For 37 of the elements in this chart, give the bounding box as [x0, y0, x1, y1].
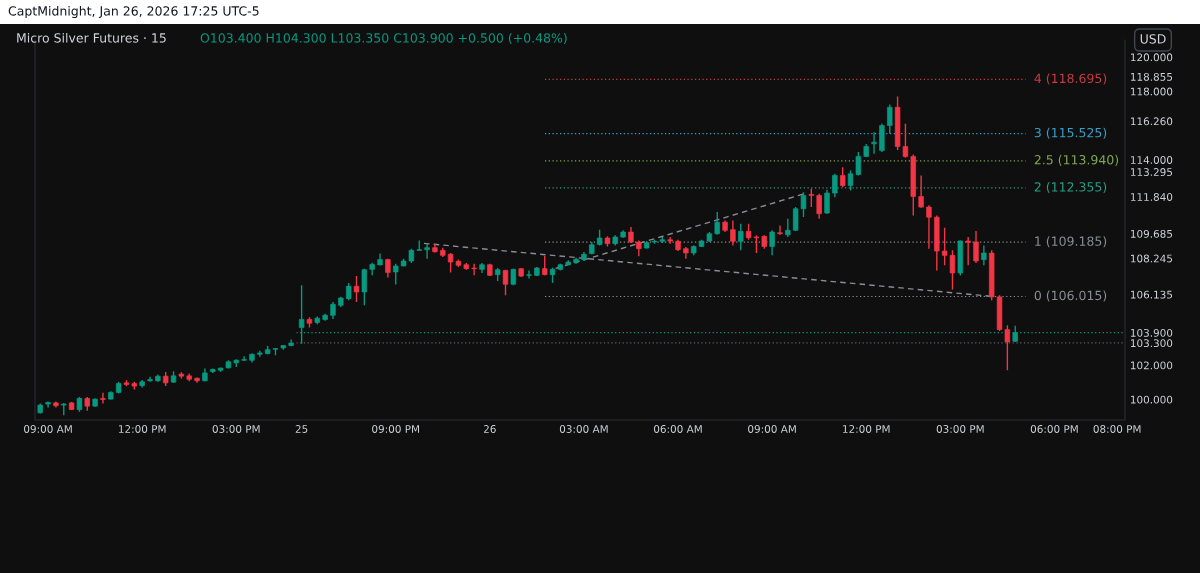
y-tick-label: 102.000: [1131, 361, 1173, 370]
x-tick-label: 03:00 AM: [559, 425, 608, 433]
ref-line-label: 2.5 (113.940): [1034, 154, 1119, 166]
y-tick-label: 113.295: [1131, 168, 1173, 176]
ref-line-label: 0 (106.015): [1034, 290, 1107, 302]
y-tick-label: 109.685: [1131, 229, 1173, 238]
ref-line-label: 2 (112.355): [1034, 181, 1107, 194]
y-tick-label: 118.855: [1131, 72, 1173, 81]
y-tick-label: 120.000: [1131, 53, 1173, 62]
x-tick-label: 09:00 AM: [748, 425, 796, 433]
ref-line-label: 1 (109.185): [1035, 236, 1107, 248]
x-tick-label: 06:00 PM: [1030, 425, 1078, 433]
y-tick-label: 103.900: [1131, 328, 1173, 337]
x-tick-label: 26: [483, 425, 496, 433]
x-tick-label: 12:00 PM: [843, 425, 890, 433]
ref-line-label: 3 (115.525): [1034, 127, 1107, 139]
text: USD: [1140, 34, 1166, 44]
x-tick-label: 03:00 PM: [936, 425, 984, 433]
x-tick-label: 06:00 AM: [653, 425, 702, 433]
x-tick-label: 09:00 AM: [24, 425, 72, 433]
chart-title: Micro Silver Futures · 15: [17, 32, 166, 43]
y-tick-label: 118.000: [1131, 87, 1173, 96]
y-tick-label: 106.135: [1131, 290, 1173, 299]
x-tick-label: 09:00 PM: [372, 425, 419, 433]
y-tick-label: 114.000: [1131, 156, 1173, 164]
y-tick-label: 111.840: [1131, 193, 1173, 201]
y-tick-label: 103.300: [1131, 339, 1173, 348]
x-tick-label: 08:00 PM: [1093, 425, 1141, 433]
y-tick-label: 116.260: [1131, 117, 1173, 126]
y-tick-label: 100.000: [1131, 395, 1173, 404]
y-tick-label: 108.245: [1131, 254, 1173, 263]
text: CaptMidnight, Jan 26, 2026 17:25 UTC-5: [8, 5, 259, 19]
x-tick-label: 03:00 PM: [212, 425, 260, 433]
x-tick-label: 12:00 PM: [119, 425, 166, 433]
x-tick-label: 25: [295, 425, 308, 433]
text: O103.400 H104.300 L103.350 C103.900 +0.500 (+0.48%): [200, 32, 567, 45]
ref-line-label: 4 (118.695): [1034, 73, 1107, 85]
